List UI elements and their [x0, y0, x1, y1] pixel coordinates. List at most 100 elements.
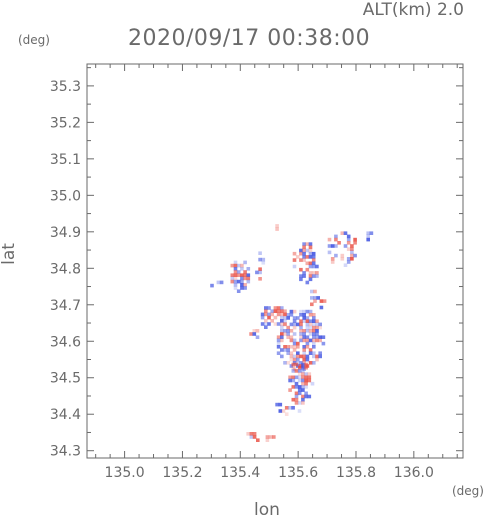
echo-cell [294, 375, 299, 380]
echo-cell [246, 279, 251, 284]
echo-cell [308, 255, 313, 259]
echo-cell [252, 435, 257, 439]
echo-cell [312, 325, 316, 330]
echo-cell [305, 329, 310, 333]
echo-cell [312, 338, 316, 343]
echo-cell [233, 260, 238, 265]
echo-cell [302, 351, 306, 355]
echo-cell [289, 351, 294, 355]
echo-cell [280, 354, 284, 359]
y-tick-label: 35.2 [50, 115, 81, 131]
echo-cell [304, 375, 308, 380]
echo-cell [318, 322, 322, 327]
echo-cell [267, 306, 271, 310]
echo-cell [267, 315, 271, 320]
echo-cell [291, 397, 296, 402]
echo-cell [305, 354, 310, 359]
echo-cell [233, 276, 238, 281]
echo-cell [292, 354, 297, 359]
echo-cell [350, 244, 354, 248]
echo-cell [292, 319, 297, 323]
echo-cell [299, 335, 303, 339]
echo-cell [369, 231, 374, 235]
echo-cell [286, 315, 290, 320]
echo-cell [297, 385, 302, 389]
echo-cell [310, 302, 314, 307]
echo-cell [276, 306, 281, 310]
echo-cell [310, 289, 314, 294]
echo-cell [265, 435, 270, 439]
echo-cell [292, 332, 297, 336]
echo-cell [308, 319, 313, 323]
echo-cell [233, 270, 238, 274]
echo-cell [289, 345, 294, 349]
echo-cell [275, 402, 279, 407]
y-tick-label: 34.4 [50, 407, 81, 423]
echo-cell [304, 394, 308, 399]
echo-cell [301, 397, 305, 402]
echo-cell [283, 309, 287, 313]
echo-cell [302, 332, 306, 336]
echo-cell [308, 271, 313, 275]
echo-cell [304, 362, 308, 367]
echo-cell [268, 435, 273, 439]
echo-cell [313, 299, 317, 303]
echo-cell [233, 283, 238, 287]
echo-cell [308, 251, 313, 256]
echo-cell [305, 267, 310, 272]
echo-cell [308, 277, 313, 282]
echo-cell [272, 435, 276, 439]
echo-cell [265, 438, 270, 442]
echo-cell [236, 270, 241, 274]
echo-cell [230, 276, 235, 281]
echo-cell [283, 348, 287, 352]
echo-cell [292, 345, 297, 349]
echo-cell [294, 391, 299, 396]
echo-cell [308, 242, 313, 246]
echo-cell [289, 357, 294, 362]
echo-cell [283, 319, 287, 323]
echo-cell [307, 372, 312, 376]
echo-cell [286, 329, 290, 333]
echo-cell [305, 248, 310, 253]
echo-cell [255, 270, 259, 275]
echo-cell [301, 378, 305, 383]
echo-cell [297, 409, 302, 413]
echo-cell [311, 271, 316, 275]
echo-cell [302, 309, 306, 314]
echo-cell [315, 332, 319, 336]
echo-cell [312, 316, 316, 320]
echo-cell [304, 372, 308, 376]
echo-cell [308, 348, 313, 352]
echo-cell [286, 345, 290, 349]
echo-cell [233, 286, 238, 290]
echo-cell [210, 283, 214, 288]
echo-cell [283, 322, 287, 327]
echo-cell [280, 315, 284, 320]
echo-cell [327, 250, 332, 255]
echo-cell [308, 329, 313, 333]
x-tick-label: 135.0 [105, 465, 145, 481]
echo-cell [318, 351, 322, 355]
echo-cell [280, 312, 284, 317]
echo-cell [291, 365, 296, 370]
echo-cell [302, 338, 306, 343]
echo-cell [261, 261, 266, 265]
echo-cell [346, 247, 351, 251]
x-tick-label: 135.6 [278, 465, 318, 481]
echo-cell [236, 273, 241, 277]
echo-cell [289, 364, 294, 368]
echo-cell [264, 309, 268, 313]
echo-cell [294, 362, 299, 367]
echo-cell [315, 335, 319, 339]
echo-cell [240, 276, 244, 281]
echo-cell [243, 286, 247, 290]
echo-cell [289, 354, 294, 359]
echo-cell [240, 263, 244, 268]
echo-cell [258, 257, 262, 262]
echo-cell [276, 351, 281, 355]
echo-cell [292, 258, 297, 262]
echo-cell [318, 325, 322, 330]
echo-cell [270, 319, 274, 323]
echo-cell [299, 309, 303, 314]
